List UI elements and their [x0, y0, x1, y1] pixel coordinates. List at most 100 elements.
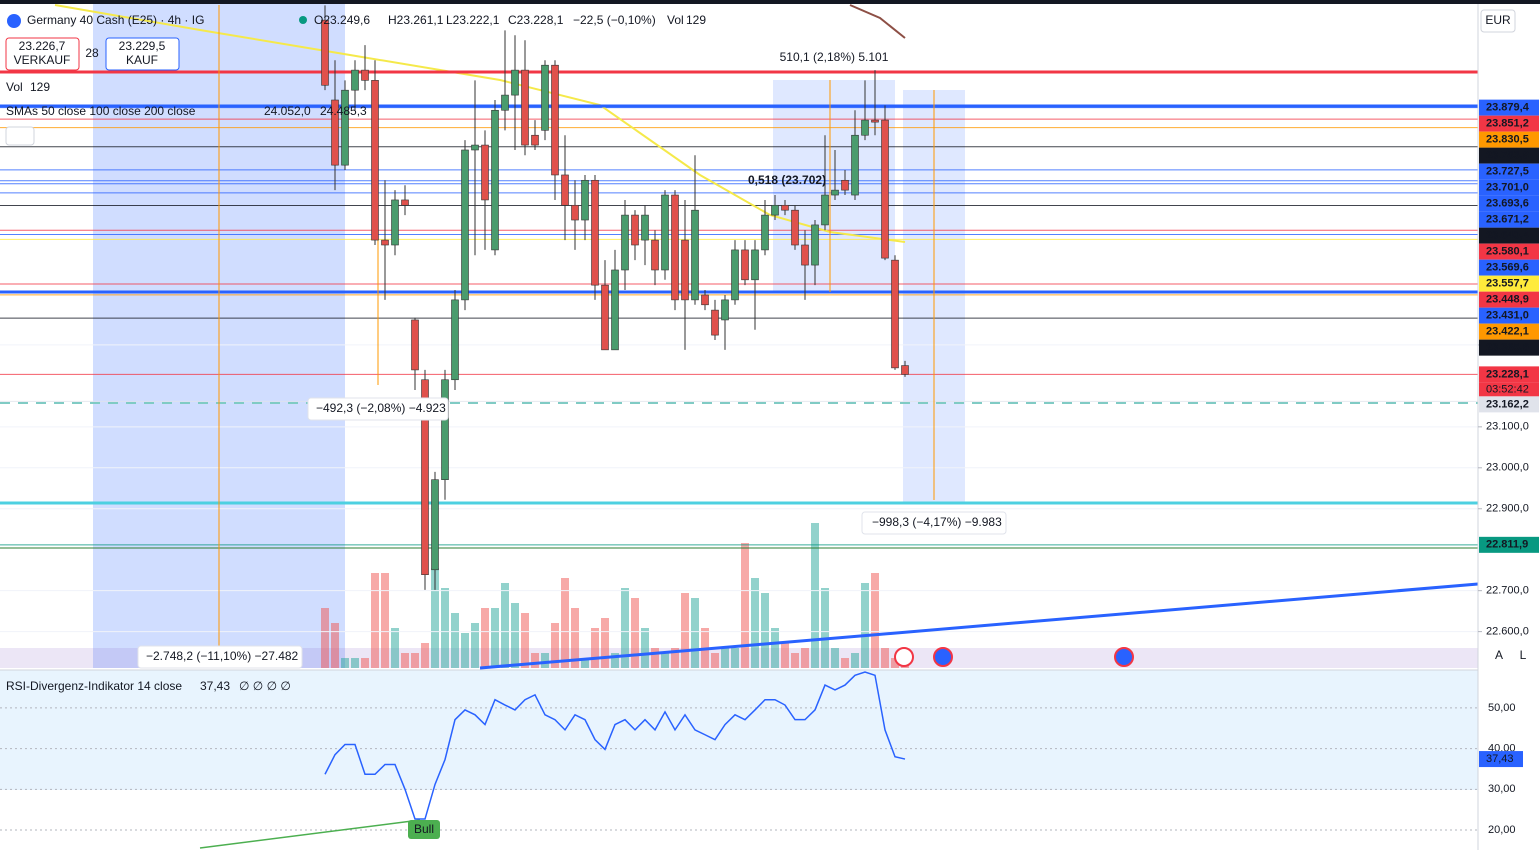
volume-bar — [681, 593, 689, 668]
log-button[interactable] — [1513, 646, 1533, 666]
volume-bar — [601, 618, 609, 668]
y-tick-label: 22.700,0 — [1486, 585, 1529, 597]
candle-body — [391, 199, 399, 246]
volume-bar — [721, 648, 729, 668]
level-label: 23.783,8 — [1486, 150, 1529, 162]
volume-bar — [781, 643, 789, 668]
sma-legend: SMAs 50 close 100 close 200 close — [6, 104, 196, 118]
volume-bar — [451, 613, 459, 668]
volume-bar — [461, 633, 469, 668]
candle-body — [721, 299, 729, 321]
volume-bar — [591, 628, 599, 668]
level-tag — [1479, 275, 1539, 292]
candle-body — [691, 209, 699, 301]
rsi-legend-value: 37,43 — [200, 679, 230, 693]
level-label: 23.580,1 — [1486, 246, 1529, 258]
volume-bar — [561, 578, 569, 668]
volume-bar — [791, 653, 799, 668]
measure-label-box — [137, 645, 303, 669]
candle-body — [531, 134, 539, 146]
level-label: 23.557,7 — [1486, 278, 1529, 290]
candle-body — [581, 179, 589, 221]
level-label: 23.693,6 — [1486, 198, 1529, 210]
header-vol-value: 129 — [686, 13, 706, 27]
candle-body — [891, 259, 899, 369]
volume-bar — [551, 623, 559, 668]
bull-label: Bull — [414, 822, 434, 836]
level-tag — [1479, 366, 1539, 383]
log-label: L — [1520, 648, 1527, 662]
auto-button[interactable] — [1489, 646, 1509, 666]
candle-body — [451, 299, 459, 381]
volume-bar — [661, 653, 669, 668]
event-icon[interactable] — [894, 647, 914, 667]
level-tag — [1479, 259, 1539, 276]
volume-bar — [481, 608, 489, 668]
volume-bar — [651, 648, 659, 668]
rsi-flags: ∅ ∅ ∅ ∅ — [239, 679, 291, 693]
ohlc-low: L23.222,1 — [446, 13, 500, 27]
sma-value: 24.052,0 — [264, 104, 311, 118]
candle-body — [611, 269, 619, 351]
candle-body — [641, 214, 649, 241]
volume-bar — [321, 608, 329, 668]
spread: 28 — [85, 46, 99, 60]
volume-bar — [891, 658, 899, 668]
volume-bar — [871, 573, 879, 668]
candle-body — [771, 204, 779, 216]
top-bar — [0, 0, 1540, 4]
candle-body — [881, 119, 889, 259]
sell-button[interactable] — [5, 37, 80, 71]
volume-bar — [351, 658, 359, 668]
volume-bar — [671, 648, 679, 668]
volume-bar — [751, 578, 759, 668]
level-label: 23.701,0 — [1486, 182, 1529, 194]
collapse-button[interactable] — [5, 126, 35, 146]
buy-button[interactable] — [105, 37, 180, 71]
volume-bar — [431, 568, 439, 668]
level-label: 22.811,9 — [1486, 539, 1528, 551]
candle-body — [761, 214, 769, 251]
fib-label: 0,518 (23.702) — [748, 173, 826, 187]
volume-bar — [531, 653, 539, 668]
ohlc-high: H23.261,1 — [388, 13, 444, 27]
event-icon[interactable] — [1114, 647, 1134, 667]
volume-bar — [881, 648, 889, 668]
volume-bar — [771, 628, 779, 668]
candle-body — [831, 189, 839, 196]
level-label: 23.640,4 — [1486, 230, 1530, 242]
volume-bar — [541, 653, 549, 668]
level-tag — [1479, 307, 1539, 324]
rsi-tick-label: 30,00 — [1488, 783, 1516, 795]
event-icon[interactable] — [933, 647, 953, 667]
candle-body — [791, 209, 799, 246]
candle-body — [601, 284, 609, 351]
header-vol-label: Vol — [667, 13, 684, 27]
candle-body — [471, 144, 479, 151]
candle-body — [851, 134, 859, 196]
volume-bar — [501, 583, 509, 668]
candle-body — [801, 244, 809, 266]
level-tag — [1479, 131, 1539, 148]
countdown-tag — [1479, 382, 1539, 397]
candle-body — [681, 239, 689, 301]
vol-legend-label: Vol — [6, 80, 23, 94]
buy-price: 23.229,5 — [119, 39, 166, 53]
volume-bar — [641, 628, 649, 668]
level-tag — [1479, 396, 1539, 413]
level-label: 23.228,1 — [1486, 368, 1529, 380]
symbol-title[interactable]: Germany 40 Cash (E25) · 4h · IG — [27, 13, 204, 27]
volume-bar — [421, 643, 429, 668]
measure-label-box — [773, 48, 895, 68]
level-tag — [1479, 147, 1539, 164]
volume-bar — [711, 653, 719, 668]
measure-label: −492,3 (−2,08%) −4.923 — [316, 401, 446, 415]
candle-body — [811, 224, 819, 266]
level-tag — [1479, 115, 1539, 132]
currency-button[interactable] — [1480, 9, 1516, 33]
volume-bar — [411, 653, 419, 668]
volume-bar — [761, 593, 769, 668]
volume-bar — [801, 648, 809, 668]
level-label: 23.851,2 — [1486, 118, 1529, 130]
